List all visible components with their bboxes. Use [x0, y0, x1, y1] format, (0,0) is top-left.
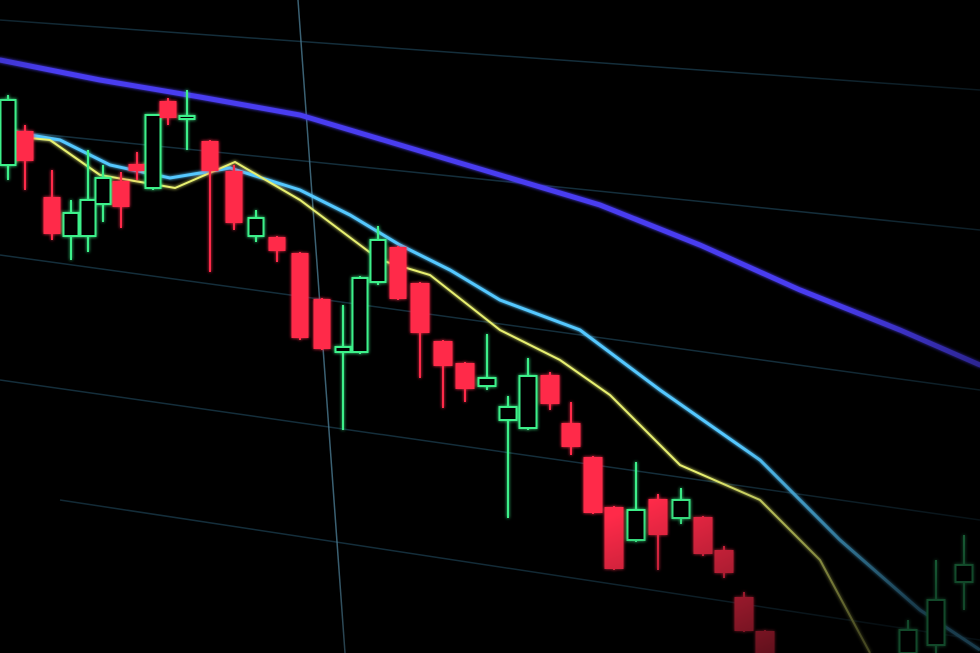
candlestick-chart-photo: [0, 0, 980, 653]
vignette: [0, 0, 980, 653]
